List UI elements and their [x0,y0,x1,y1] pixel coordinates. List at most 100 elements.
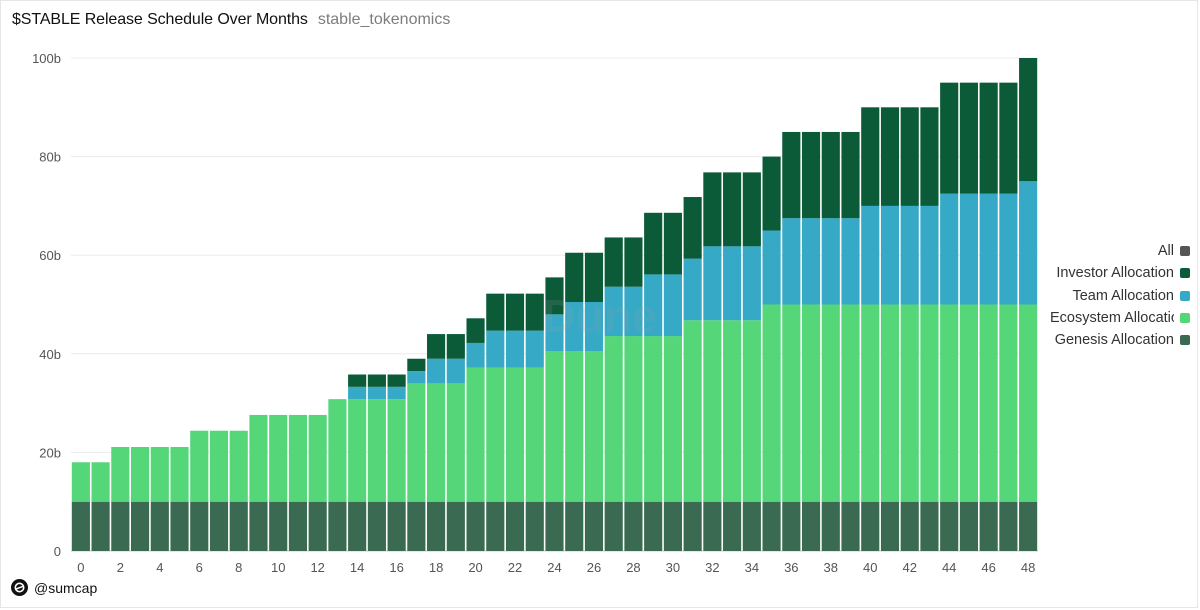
bar-segment[interactable] [348,374,367,387]
bar-segment[interactable] [723,320,742,502]
bar-segment[interactable] [624,336,643,502]
bar-segment[interactable] [446,383,465,502]
bar-segment[interactable] [367,386,386,400]
bar-segment[interactable] [71,501,90,551]
bar-segment[interactable] [663,336,682,502]
bar-segment[interactable] [723,172,742,247]
bar-segment[interactable] [565,302,584,352]
bar-segment[interactable] [821,218,840,305]
bar-segment[interactable] [683,320,702,502]
bar-segment[interactable] [821,304,840,502]
bar-segment[interactable] [505,367,525,502]
bar-segment[interactable] [644,212,663,275]
bar-segment[interactable] [545,351,564,502]
bar-segment[interactable] [584,252,604,303]
bar-segment[interactable] [486,330,505,368]
bar-segment[interactable] [466,318,485,343]
bar-segment[interactable] [703,246,722,321]
bar-segment[interactable] [1019,181,1038,305]
bar-segment[interactable] [505,501,525,551]
bar-segment[interactable] [999,304,1018,502]
bar-segment[interactable] [584,501,604,551]
bar-segment[interactable] [841,218,860,305]
bar-segment[interactable] [190,501,209,551]
bar-segment[interactable] [525,330,544,368]
bar-segment[interactable] [979,304,998,502]
bar-segment[interactable] [91,462,110,502]
bar-segment[interactable] [841,131,860,219]
bar-segment[interactable] [979,501,998,551]
bar-segment[interactable] [1019,304,1038,502]
bar-segment[interactable] [723,501,742,551]
bar-segment[interactable] [367,501,386,551]
bar-segment[interactable] [920,107,939,206]
bar-segment[interactable] [308,414,327,502]
bar-segment[interactable] [1019,501,1038,551]
bar-segment[interactable] [999,501,1018,551]
bar-segment[interactable] [644,274,663,337]
bar-segment[interactable] [367,399,386,502]
bar-segment[interactable] [229,501,248,551]
bar-segment[interactable] [545,314,564,352]
bar-segment[interactable] [663,274,682,337]
bar-segment[interactable] [565,252,584,303]
bar-segment[interactable] [111,501,130,551]
bar-segment[interactable] [525,367,544,502]
bar-segment[interactable] [624,501,643,551]
bar-segment[interactable] [940,82,959,194]
bar-segment[interactable] [209,501,229,551]
legend-item-investor-allocation[interactable]: Investor Allocation [1030,262,1190,284]
bar-segment[interactable] [742,501,761,551]
bar-segment[interactable] [782,501,801,551]
bar-segment[interactable] [387,386,406,400]
bar-segment[interactable] [880,205,900,305]
bar-segment[interactable] [486,367,505,502]
bar-segment[interactable] [861,304,880,502]
bar-segment[interactable] [742,172,761,247]
bar-segment[interactable] [407,501,426,551]
bar-segment[interactable] [762,304,781,502]
bar-segment[interactable] [624,237,643,287]
bar-segment[interactable] [348,501,367,551]
bar-segment[interactable] [427,358,446,384]
bar-segment[interactable] [269,501,288,551]
bar-segment[interactable] [446,358,465,384]
bar-segment[interactable] [841,304,860,502]
bar-segment[interactable] [348,386,367,400]
bar-segment[interactable] [328,399,347,502]
bar-segment[interactable] [920,205,939,305]
bar-segment[interactable] [880,107,900,206]
bar-segment[interactable] [683,258,702,321]
bar-segment[interactable] [880,304,900,502]
legend-item-ecosystem-allocation[interactable]: Ecosystem Allocation [1030,307,1190,329]
bar-segment[interactable] [979,193,998,305]
bar-segment[interactable] [170,501,189,551]
bar-segment[interactable] [703,320,722,502]
bar-segment[interactable] [427,334,446,359]
bar-segment[interactable] [624,286,643,337]
query-name[interactable]: stable_tokenomics [317,11,451,28]
bar-segment[interactable] [959,501,978,551]
bar-segment[interactable] [999,82,1018,194]
bar-segment[interactable] [959,82,978,194]
bar-segment[interactable] [150,446,169,502]
bar-segment[interactable] [466,342,485,368]
bar-segment[interactable] [427,501,446,551]
bar-segment[interactable] [1019,58,1038,182]
bar-segment[interactable] [940,304,959,502]
bar-segment[interactable] [505,330,525,368]
bar-segment[interactable] [604,237,623,287]
bar-segment[interactable] [861,205,880,305]
bar-segment[interactable] [565,351,584,502]
bar-segment[interactable] [427,383,446,502]
bar-segment[interactable] [446,334,465,359]
bar-segment[interactable] [545,501,564,551]
bar-segment[interactable] [782,131,801,219]
bar-segment[interactable] [150,501,169,551]
bar-segment[interactable] [801,218,821,305]
bar-segment[interactable] [900,107,919,206]
bar-segment[interactable] [387,374,406,387]
bar-segment[interactable] [683,197,702,259]
bar-segment[interactable] [801,304,821,502]
author-handle[interactable]: @sumcap [34,579,98,596]
